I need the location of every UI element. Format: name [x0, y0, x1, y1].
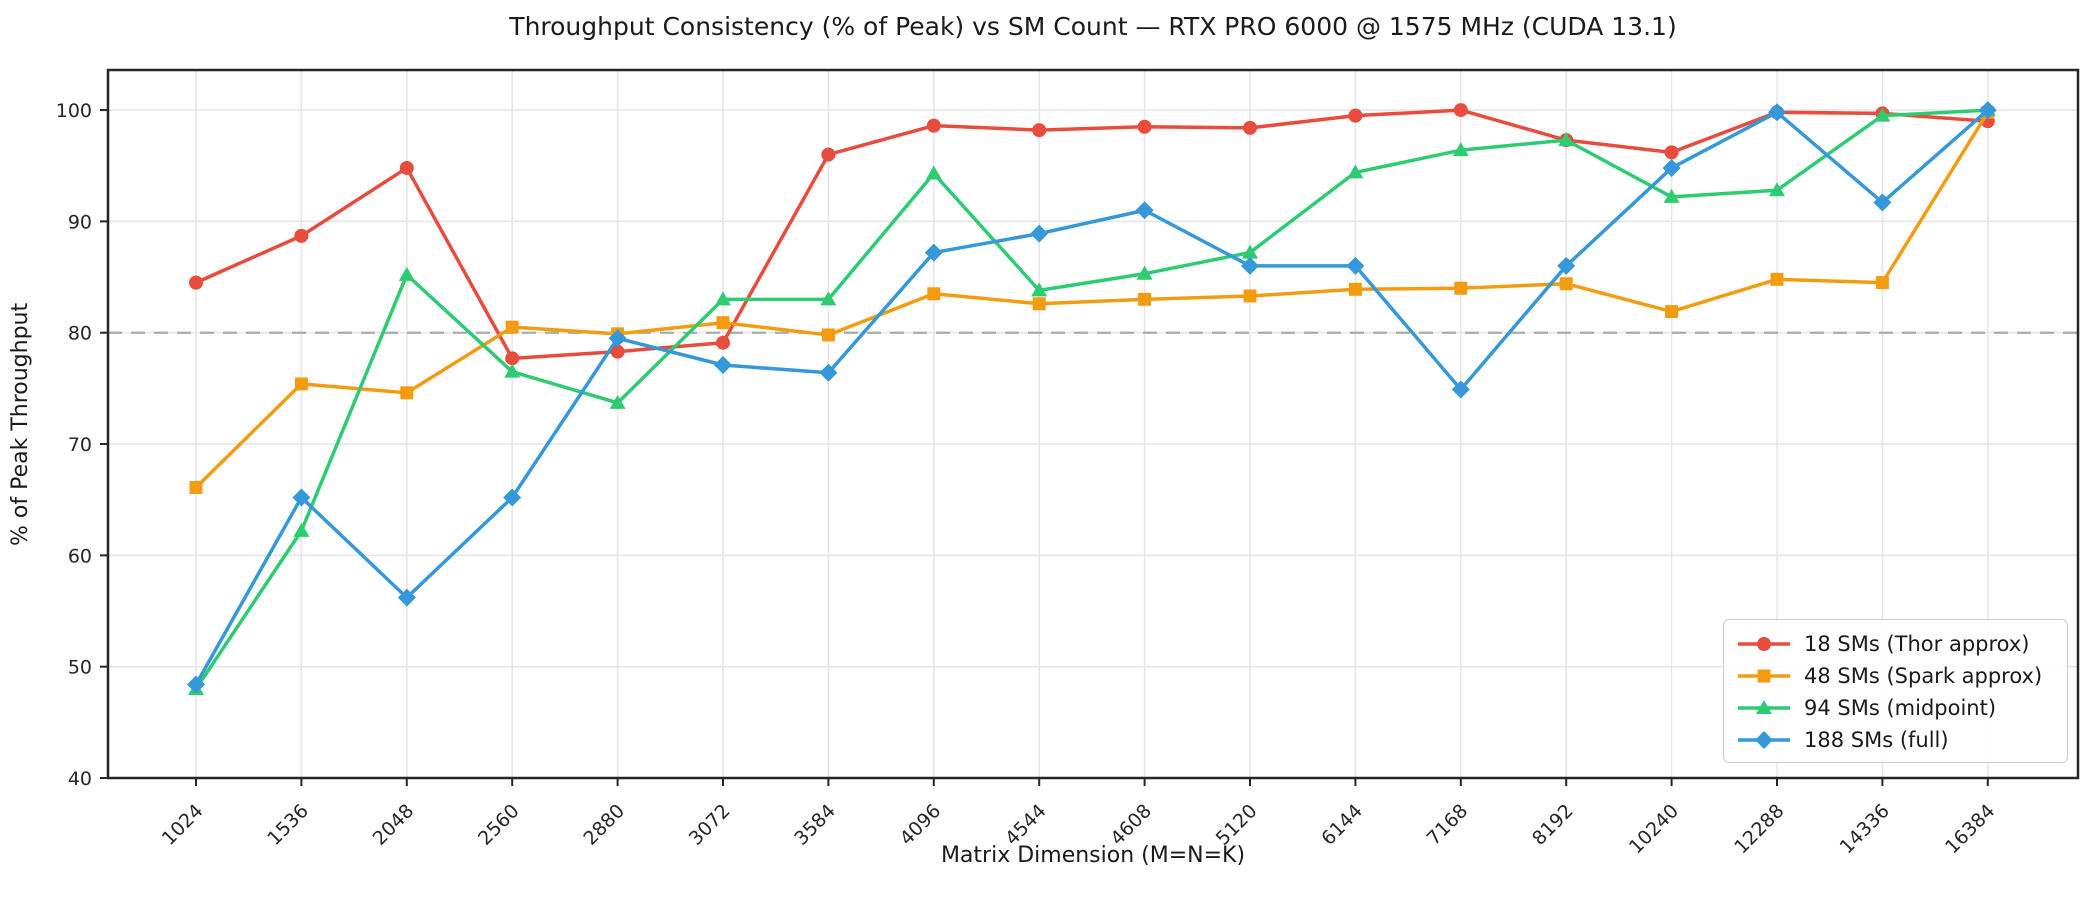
y-tick-label: 40: [68, 768, 92, 790]
y-tick-label: 60: [68, 545, 92, 567]
marker-triangle: [715, 291, 731, 306]
marker-triangle: [609, 394, 626, 409]
axes-box: [106, 68, 2080, 780]
legend-item: 48 SMs (Spark approx): [1736, 661, 2057, 691]
marker-triangle: [1031, 282, 1048, 297]
marker-diamond: [1451, 380, 1470, 399]
y-tick-label: 50: [68, 657, 92, 679]
series-94-sms-midpoint-: [188, 102, 1996, 695]
y-tick-label: 100: [56, 100, 92, 122]
y-tick-label: 70: [68, 434, 92, 456]
marker-triangle: [925, 165, 942, 180]
marker-circle: [1348, 108, 1363, 123]
legend-label: 94 SMs (midpoint): [1804, 696, 1997, 720]
marker-circle: [1137, 119, 1152, 134]
marker-diamond: [397, 588, 416, 607]
series-line: [194, 108, 1990, 687]
marker-diamond: [819, 363, 838, 382]
legend-swatch-diamond-icon: [1738, 731, 1790, 749]
marker-circle: [1664, 145, 1679, 160]
legend-swatch-circle-icon: [1738, 637, 1790, 651]
marker-square: [189, 480, 203, 494]
marker-square: [1559, 277, 1573, 291]
marker-triangle: [398, 266, 415, 281]
series-line: [194, 108, 1990, 691]
marker-square: [294, 377, 308, 391]
legend-item: 188 SMs (full): [1736, 725, 2057, 755]
y-tick-label: 90: [68, 211, 92, 233]
marker-diamond: [714, 356, 732, 374]
marker-square: [1875, 276, 1889, 290]
marker-square: [1770, 272, 1784, 286]
marker-diamond: [292, 488, 311, 507]
series-48-sms-spark-approx-: [189, 105, 1995, 494]
marker-circle: [1032, 123, 1047, 138]
marker-triangle: [1874, 107, 1891, 122]
marker-square: [1454, 281, 1468, 295]
marker-triangle: [820, 291, 837, 306]
marker-diamond: [503, 488, 522, 507]
y-tick-label: 80: [68, 323, 92, 345]
marker-triangle: [1347, 164, 1364, 179]
marker-circle: [716, 335, 730, 350]
legend-swatch-triangle-icon: [1738, 700, 1790, 714]
legend-label: 18 SMs (Thor approx): [1804, 632, 2030, 656]
marker-diamond: [1873, 193, 1892, 212]
marker-diamond: [1662, 158, 1681, 177]
marker-diamond: [187, 675, 205, 694]
marker-triangle: [1663, 188, 1680, 203]
chart-title: Throughput Consistency (% of Peak) vs SM…: [509, 12, 1677, 41]
marker-diamond: [1768, 103, 1786, 122]
marker-square: [1138, 292, 1152, 306]
marker-triangle: [293, 522, 310, 537]
marker-diamond: [1346, 256, 1365, 275]
series-line: [194, 108, 1990, 361]
legend-label: 188 SMs (full): [1804, 728, 1949, 752]
marker-diamond: [1978, 101, 1997, 120]
marker-triangle: [1242, 244, 1258, 259]
legend: 18 SMs (Thor approx) 48 SMs (Spark approx…: [1723, 619, 2068, 763]
marker-square: [1348, 282, 1362, 296]
marker-triangle: [1452, 142, 1469, 157]
marker-circle: [294, 228, 309, 243]
series-188-sms-full-: [187, 101, 1997, 694]
legend-swatch-square-icon: [1738, 669, 1790, 683]
legend-item: 18 SMs (Thor approx): [1736, 629, 2057, 659]
marker-circle: [399, 160, 414, 175]
marker-square: [1032, 297, 1046, 311]
y-axis-label: % of Peak Throughput: [8, 302, 33, 546]
marker-circle: [505, 351, 520, 366]
marker-diamond: [608, 329, 627, 348]
marker-circle: [1243, 120, 1257, 135]
x-axis-label: Matrix Dimension (M=N=K): [940, 843, 1246, 868]
legend-label: 48 SMs (Spark approx): [1804, 664, 2043, 688]
series-18-sms-thor-approx-: [189, 103, 1995, 366]
marker-square: [927, 287, 941, 301]
marker-circle: [926, 118, 941, 133]
marker-square: [505, 320, 519, 334]
marker-square: [716, 316, 730, 330]
marker-triangle: [1136, 265, 1153, 280]
marker-triangle: [504, 363, 521, 378]
marker-diamond: [1557, 256, 1576, 275]
marker-circle: [821, 147, 836, 162]
series-line: [194, 110, 1990, 490]
marker-diamond: [1135, 201, 1154, 220]
marker-square: [1665, 305, 1679, 319]
marker-square: [821, 328, 835, 342]
marker-circle: [1453, 103, 1468, 118]
marker-diamond: [924, 243, 943, 262]
marker-triangle: [1769, 182, 1785, 197]
marker-square: [1243, 289, 1257, 303]
marker-circle: [610, 344, 625, 359]
marker-diamond: [1030, 224, 1049, 243]
marker-circle: [189, 275, 203, 290]
marker-diamond: [1241, 256, 1259, 275]
legend-item: 94 SMs (midpoint): [1736, 693, 2057, 723]
marker-square: [400, 386, 414, 400]
marker-triangle: [1558, 132, 1575, 147]
